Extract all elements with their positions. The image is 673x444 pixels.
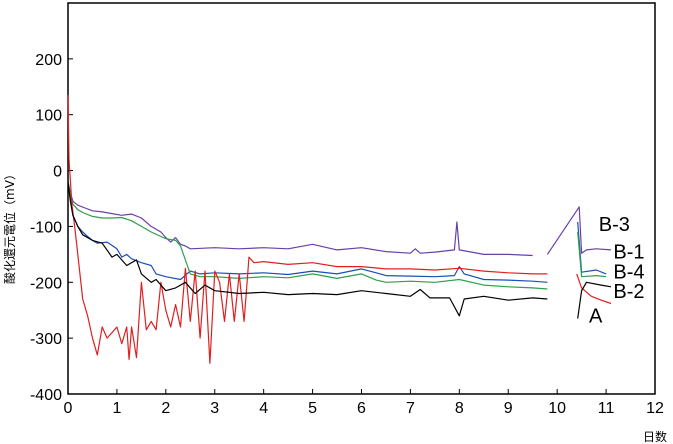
y-axis-title: 酸化還元電位（mV） <box>2 168 17 284</box>
x-tick-label: 7 <box>406 400 415 417</box>
series-labels: B-3 B-1B-4B-2 A <box>589 214 645 328</box>
plot-frame <box>67 2 656 395</box>
series-line <box>576 273 612 305</box>
series-b-2 <box>67 95 612 364</box>
series-lines <box>67 95 612 364</box>
axes <box>67 2 656 395</box>
series-label-b-1: B-1 <box>613 241 644 263</box>
series-b-1 <box>67 181 607 283</box>
series-line <box>577 221 607 275</box>
x-tick-label: 6 <box>357 400 366 417</box>
x-tick-label: 4 <box>259 400 268 417</box>
series-line <box>67 181 548 317</box>
x-axis-title: 日数 <box>643 429 667 444</box>
y-tick-label: -300 <box>30 331 62 348</box>
y-tick-label: -100 <box>30 219 62 236</box>
x-tick-label: 3 <box>210 400 219 417</box>
series-label-b-2: B-2 <box>613 281 644 303</box>
x-tick-label: 5 <box>308 400 317 417</box>
x-tick-label: 12 <box>646 400 664 417</box>
series-line <box>67 181 533 257</box>
x-tick-label: 0 <box>64 400 73 417</box>
series-b-4 <box>67 181 607 290</box>
x-tick-label: 10 <box>548 400 566 417</box>
series-line <box>546 206 612 255</box>
x-tick-label: 1 <box>112 400 121 417</box>
series-line <box>577 281 612 319</box>
series-label-b-3: B-3 <box>599 214 630 236</box>
x-tick-label: 2 <box>161 400 170 417</box>
x-tick-label: 11 <box>598 400 615 417</box>
series-line <box>577 231 607 278</box>
y-tick-label: 200 <box>35 52 62 69</box>
series-line <box>67 181 548 290</box>
y-tick-label: 0 <box>53 164 62 181</box>
y-tick-label: 100 <box>35 108 62 125</box>
x-tick-label: 9 <box>504 400 513 417</box>
x-tick-label: 8 <box>455 400 464 417</box>
y-tick-label: -400 <box>30 387 62 404</box>
series-b-3 <box>67 181 612 257</box>
series-line <box>67 181 548 283</box>
y-tick-label: -200 <box>30 275 62 292</box>
series-label-b-4: B-4 <box>613 261 644 283</box>
series-a <box>67 181 612 319</box>
series-label-a: A <box>589 306 603 328</box>
series-line <box>67 95 548 364</box>
